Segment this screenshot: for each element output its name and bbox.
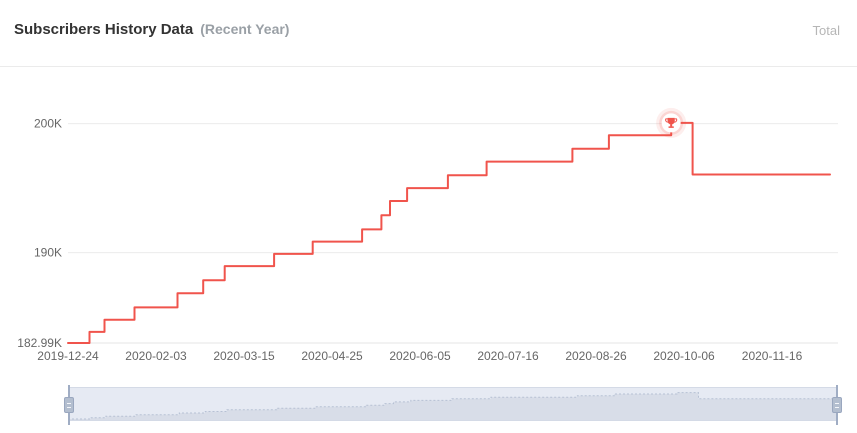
x-tick-label: 2020-02-03	[125, 349, 187, 363]
x-tick-label: 2020-06-05	[389, 349, 451, 363]
x-tick-label: 2020-11-16	[742, 349, 803, 363]
card-header: Subscribers History Data (Recent Year) To…	[0, 0, 857, 67]
datazoom-slider[interactable]	[64, 385, 842, 425]
mini-chart-line	[69, 392, 837, 420]
y-tick-label: 190K	[34, 246, 62, 260]
datazoom-mini-chart	[69, 392, 837, 420]
datazoom-right-handle[interactable]	[832, 385, 842, 425]
trophy-marker[interactable]	[656, 107, 687, 138]
x-tick-label: 2020-10-06	[653, 349, 715, 363]
total-label: Total	[812, 23, 840, 38]
page-subtitle: (Recent Year)	[200, 21, 290, 37]
datazoom-left-handle[interactable]	[64, 385, 74, 425]
subscribers-step-line	[67, 121, 831, 344]
handle-grip-icon[interactable]	[832, 397, 842, 413]
x-tick-label: 2019-12-24	[37, 349, 99, 363]
header-titles: Subscribers History Data (Recent Year)	[14, 21, 289, 39]
page-title: Subscribers History Data	[14, 21, 194, 38]
x-tick-label: 2020-04-25	[301, 349, 363, 363]
y-tick-label: 200K	[34, 117, 62, 131]
trophy-icon	[665, 117, 678, 128]
x-tick-label: 2020-08-26	[565, 349, 627, 363]
x-tick-label: 2020-07-16	[477, 349, 539, 363]
handle-grip-icon[interactable]	[64, 397, 74, 413]
mini-chart-area	[69, 392, 837, 420]
y-tick-label: 182.99K	[17, 336, 62, 350]
x-tick-label: 2020-03-15	[213, 349, 275, 363]
